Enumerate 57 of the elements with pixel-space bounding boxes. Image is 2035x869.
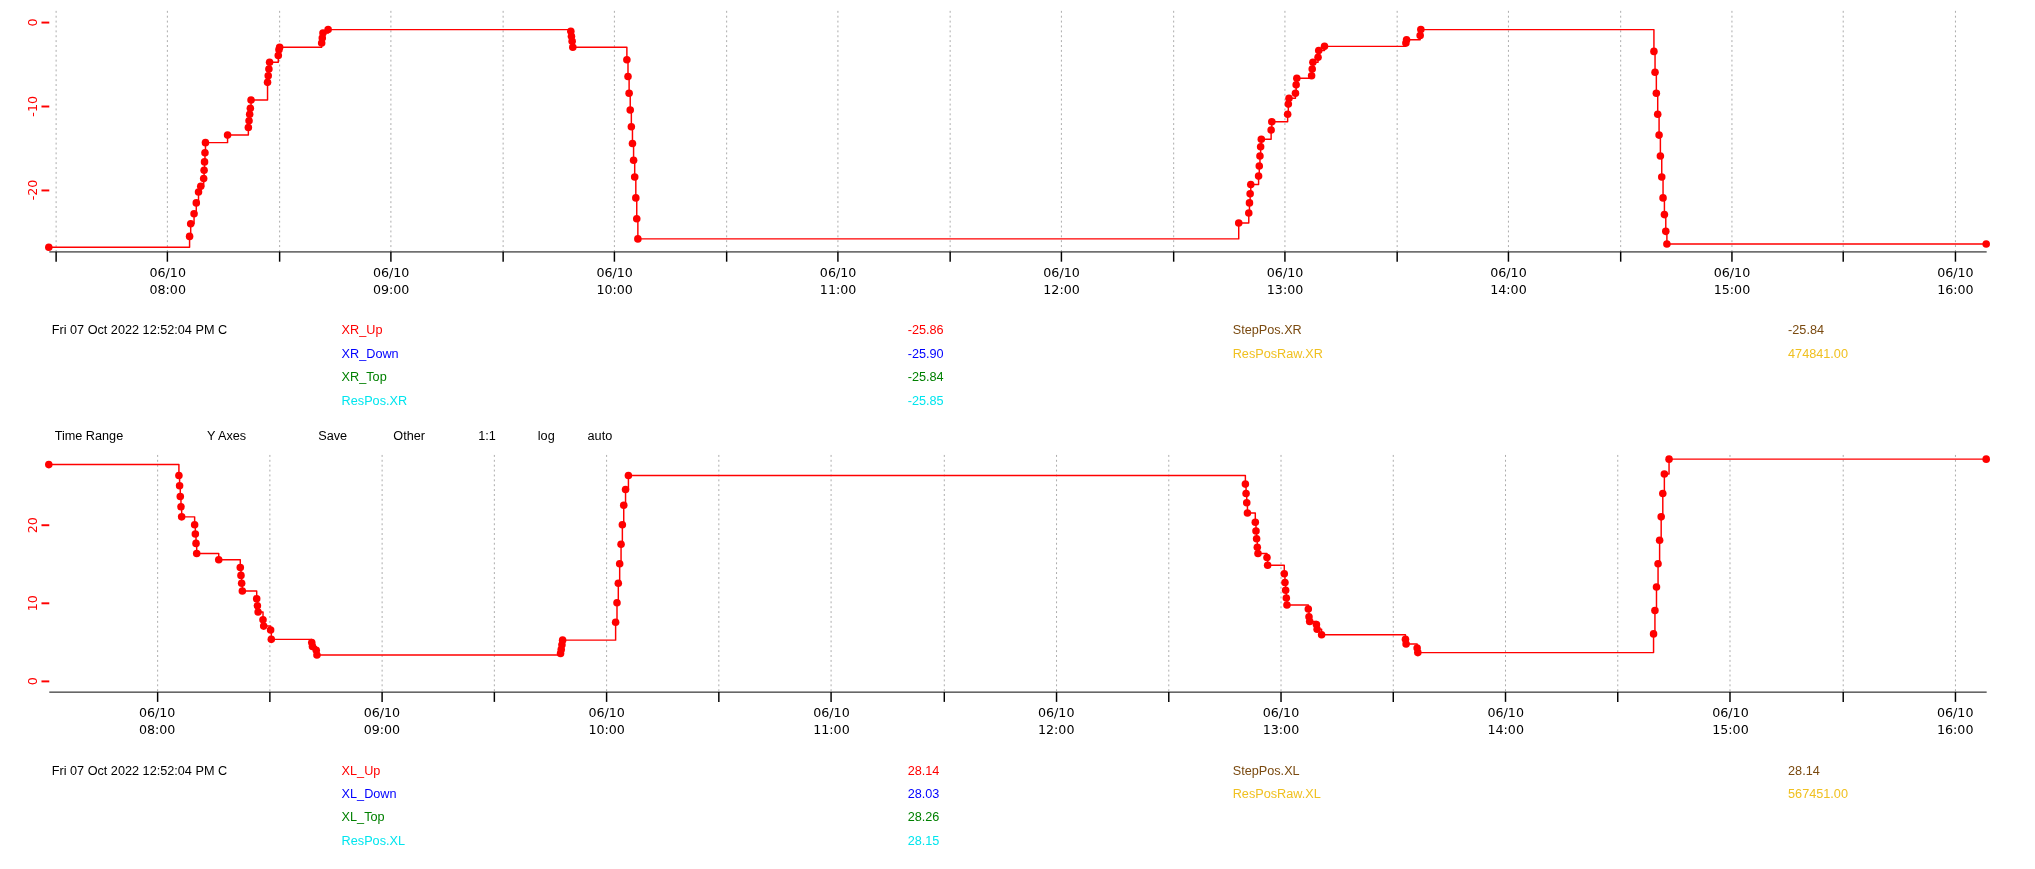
x-tick-label: 06/10 10:00 xyxy=(588,705,625,738)
x-tick-label: 06/10 16:00 xyxy=(1937,265,1974,297)
text: 28.15 xyxy=(907,833,940,848)
text: log xyxy=(537,428,555,443)
x-tick-label: 06/10 15:00 xyxy=(1712,705,1749,738)
x-tick-label: 06/10 10:00 xyxy=(596,265,633,297)
text: 28.03 xyxy=(907,787,940,802)
text: 28.14 xyxy=(907,763,940,778)
x-tick-label: 06/10 11:00 xyxy=(819,265,857,297)
text: XL_Down xyxy=(341,787,397,802)
text: ResPosRaw.XR xyxy=(1232,346,1323,361)
text: Time Range xyxy=(54,428,124,443)
y-tick-label: -20 xyxy=(24,179,40,201)
x-tick-label: 06/10 13:00 xyxy=(1266,265,1304,297)
text: -25.90 xyxy=(907,346,944,361)
x-tick-label: 06/10 08:00 xyxy=(138,705,176,738)
text: XR_Top xyxy=(341,370,387,385)
text: XL_Up xyxy=(341,763,381,778)
text: Fri 07 Oct 2022 12:52:04 PM C xyxy=(51,323,228,338)
text: -25.84 xyxy=(1788,323,1824,338)
y-tick-label: -10 xyxy=(24,95,40,117)
x-tick-label: 06/10 14:00 xyxy=(1490,265,1527,297)
text: 28.26 xyxy=(907,810,940,825)
text: -25.86 xyxy=(907,323,944,338)
y-tick-label: 20 xyxy=(24,517,40,534)
text: StepPos.XR xyxy=(1232,323,1302,338)
text: -25.85 xyxy=(907,393,944,408)
text: 474841.00 xyxy=(1788,346,1848,361)
text: 28.14 xyxy=(1788,763,1820,778)
text: StepPos.XL xyxy=(1232,763,1300,778)
y-tick-label: 0 xyxy=(24,677,40,686)
text: -25.84 xyxy=(907,370,944,385)
x-tick-label: 06/10 09:00 xyxy=(372,265,410,297)
text: Other xyxy=(393,428,426,443)
x-tick-label: 06/10 13:00 xyxy=(1262,705,1300,738)
text: 567451.00 xyxy=(1788,787,1848,802)
x-tick-label: 06/10 09:00 xyxy=(363,705,401,738)
x-tick-label: 06/10 14:00 xyxy=(1487,705,1524,738)
text: XL_Top xyxy=(341,810,385,825)
x-tick-label: 06/10 08:00 xyxy=(149,265,186,297)
text: Y Axes xyxy=(206,428,247,443)
text: XR_Down xyxy=(341,346,399,361)
x-tick-label: 06/10 15:00 xyxy=(1713,265,1751,297)
text: XR_Up xyxy=(341,323,383,338)
y-tick-label: 0 xyxy=(24,18,40,27)
text: 1:1 xyxy=(478,428,496,443)
text: Fri 07 Oct 2022 12:52:04 PM C xyxy=(51,763,228,778)
x-tick-label: 06/10 11:00 xyxy=(813,705,850,738)
text: ResPosRaw.XL xyxy=(1232,787,1321,802)
text: auto xyxy=(587,428,613,443)
text: ResPos.XL xyxy=(341,833,405,848)
text: Save xyxy=(318,428,348,443)
text: ResPos.XR xyxy=(341,393,408,408)
x-tick-label: 06/10 12:00 xyxy=(1043,265,1080,297)
x-tick-label: 06/10 16:00 xyxy=(1936,705,1974,738)
y-tick-label: 10 xyxy=(24,595,40,612)
x-tick-label: 06/10 12:00 xyxy=(1037,705,1075,738)
